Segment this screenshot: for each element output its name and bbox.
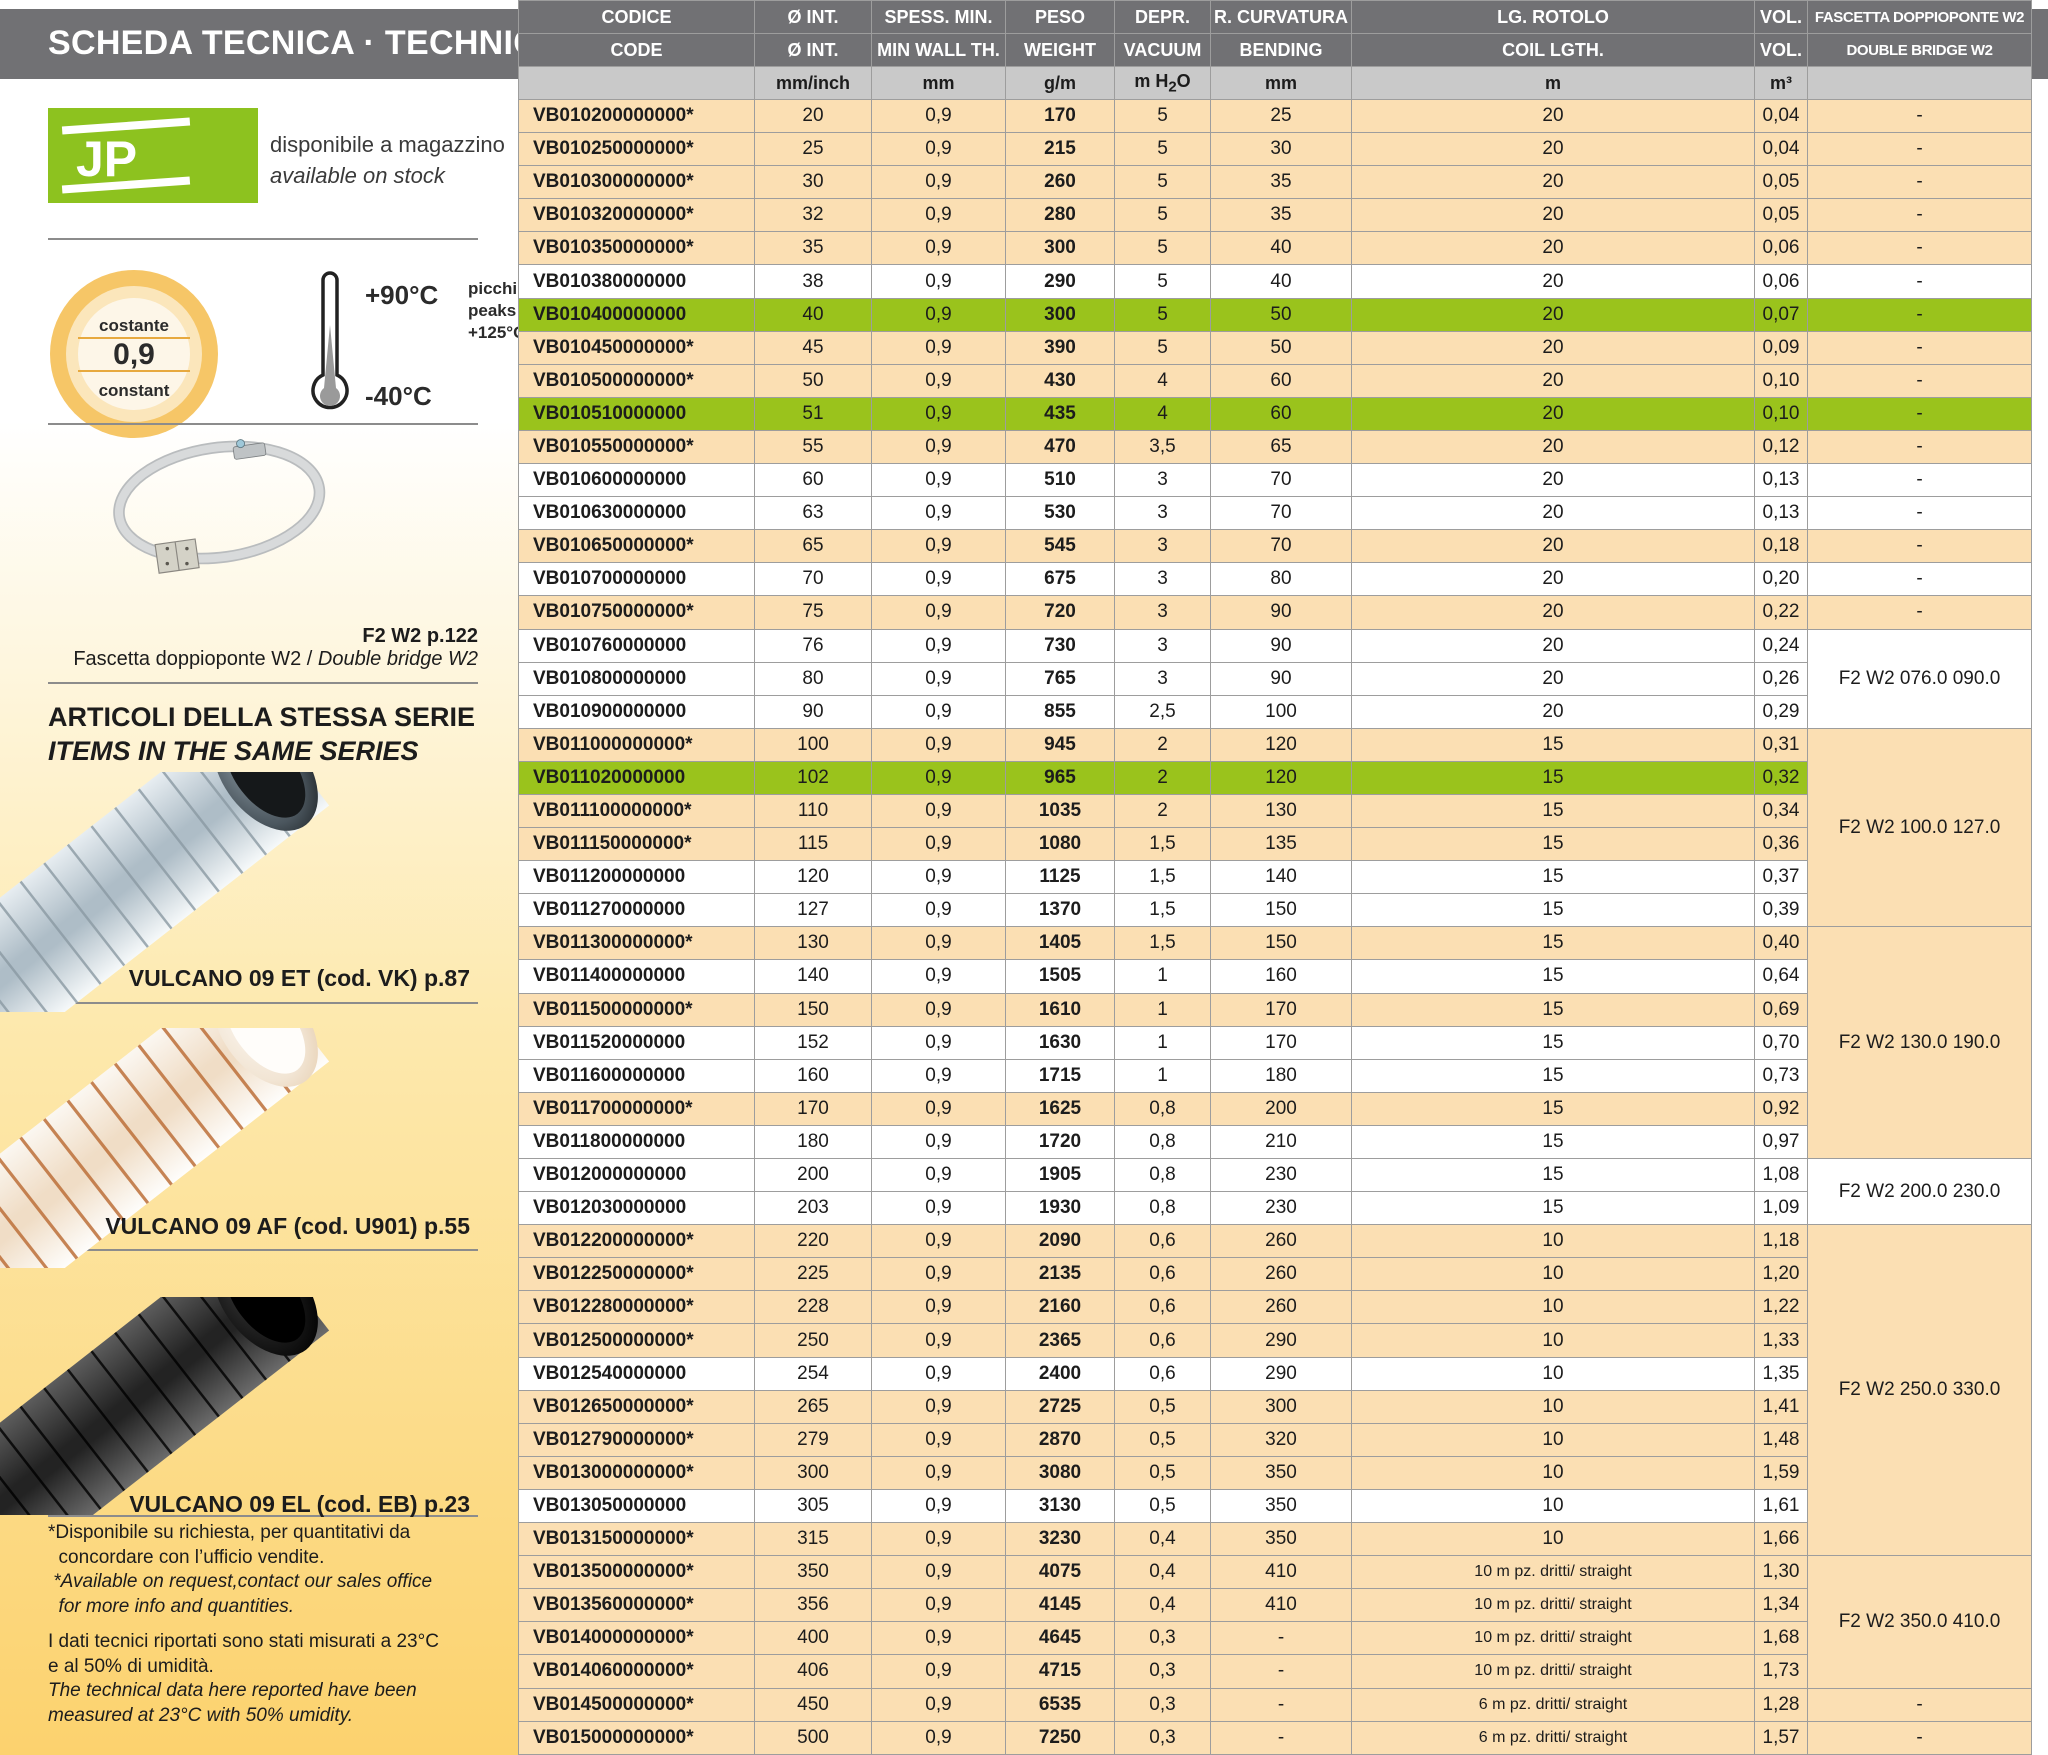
svg-text:JP: JP — [76, 131, 137, 187]
svg-text:costante: costante — [99, 316, 169, 335]
svg-text:0,9: 0,9 — [113, 338, 155, 371]
svg-text:constant: constant — [99, 381, 170, 400]
